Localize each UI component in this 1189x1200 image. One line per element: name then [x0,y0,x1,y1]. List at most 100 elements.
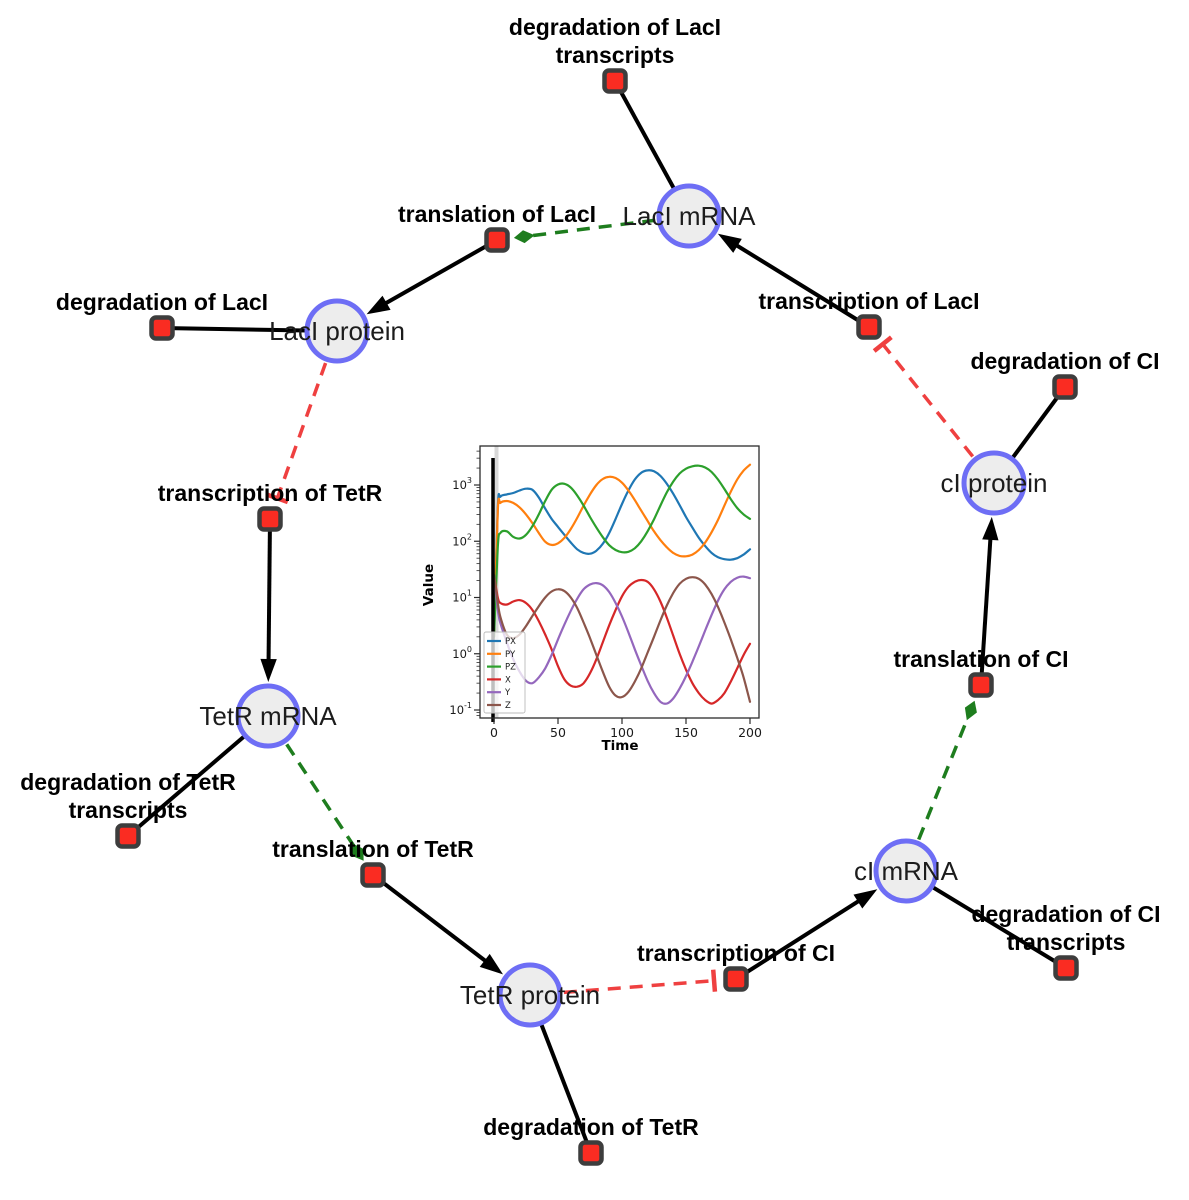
svg-text:50: 50 [550,725,566,740]
reaction-label-transcription_laci: transcription of LacI [758,288,979,314]
species-label-tetr_mrna: TetR mRNA [199,701,337,731]
edge-transcription_laci-laci_mrna-arrowhead [717,233,742,253]
reaction-node-deg_ci_transcripts[interactable] [1053,955,1079,981]
edge-translation_laci-laci_protein [379,238,498,309]
legend-label-PY: PY [505,650,516,660]
reaction-label-deg_tetr_transcripts: transcripts [69,797,188,823]
edge-transcription_ci-ci_mrna-arrowhead [853,889,878,909]
reaction-label-translation_tetr: translation of TetR [272,836,474,862]
reaction-node-translation_tetr[interactable] [360,862,386,888]
series-line-X [492,574,752,705]
reaction-label-deg_laci: degradation of LacI [56,289,268,315]
reaction-node-deg_tetr_transcripts[interactable] [115,823,141,849]
svg-text:101: 101 [452,589,472,605]
legend-label-Z: Z [505,701,511,711]
species-node-laci_mrna[interactable] [656,183,722,249]
axes-box [479,445,760,719]
reaction-node-translation_ci[interactable] [968,672,994,698]
edge-laci_mrna-translation_laci-arrowhead [513,230,535,244]
legend-label-PZ: PZ [505,663,516,673]
legend-item-PX: PX [487,637,516,647]
reaction-node-transcription_laci[interactable] [856,314,882,340]
edge-translation_laci-laci_protein-arrowhead [366,295,391,315]
edge-ci_mrna-translation_ci-arrowhead [964,700,977,721]
legend-item-X: X [487,675,511,685]
species-label-laci_protein: LacI protein [269,316,405,346]
labels-layer: degradation of LacItranscriptstranslatio… [20,14,1160,1140]
edge-tetr_mrna-translation_tetr-arrowhead [352,843,364,861]
x-axis-ticks: 0 50 100 150 200 [490,718,762,740]
reaction-label-deg_ci_transcripts: degradation of CI [971,901,1160,927]
edge-ci_mrna-translation_ci [917,716,970,841]
species-label-laci_mrna: LacI mRNA [623,201,757,231]
reaction-label-deg_laci_transcripts: degradation of LacI [509,14,721,40]
species-node-ci_mrna[interactable] [873,838,939,904]
legend-label-Y: Y [504,688,511,698]
series-line-PX [492,469,752,638]
edge-transcription_laci-laci_mrna [730,240,871,329]
series-line-Z [492,574,752,703]
nodes-layer [115,68,1079,1166]
reaction-node-deg_laci[interactable] [149,315,175,341]
edge-translation_ci-ci_protein-arrowhead [982,516,999,541]
legend-item-PY: PY [487,650,516,660]
series-line-PY [492,463,752,638]
series-line-PZ [492,464,752,638]
x-axis-label: Time [601,738,638,754]
edge-tetr_protein-transcription_ci-tee [710,969,718,992]
legend-item-Z: Z [487,701,511,711]
species-node-tetr_protein[interactable] [497,962,563,1028]
reaction-label-translation_laci: translation of LacI [398,201,596,227]
reaction-node-deg_tetr[interactable] [578,1140,604,1166]
edge-laci_protein-transcription_tetr-tee [266,492,289,505]
series-line-Y [492,574,752,705]
reaction-label-deg_ci: degradation of CI [970,348,1159,374]
reaction-label-transcription_ci: transcription of CI [637,940,835,966]
reaction-label-deg_tetr: degradation of TetR [483,1114,699,1140]
reaction-label-transcription_tetr: transcription of TetR [158,480,383,506]
species-node-ci_protein[interactable] [961,450,1027,516]
svg-text:100: 100 [610,725,634,740]
svg-text:10-1: 10-1 [449,701,472,717]
edge-tetr_protein-transcription_ci [563,978,715,995]
edge-translation_tetr-tetr_protein-arrowhead [479,953,503,975]
edge-transcription_tetr-tetr_mrna [266,518,272,667]
reaction-node-deg_laci_transcripts[interactable] [602,68,628,94]
reaction-label-deg_tetr_transcripts: degradation of TetR [20,769,236,795]
edge-translation_ci-ci_protein [979,532,993,686]
reaction-node-transcription_ci[interactable] [723,966,749,992]
edge-translation_tetr-tetr_protein [371,873,492,967]
edge-transcription_tetr-tetr_mrna-arrowhead [260,658,277,682]
plot-content: 0 50 100 150 200 10-1 100 101 102 103 [418,437,778,767]
reaction-label-deg_laci_transcripts: transcripts [556,42,675,68]
legend: PX PY PZ XYZ [483,631,526,714]
edge-ci_protein-transcription_laci [881,343,975,458]
edge-ci_protein-transcription_laci-tee [872,335,893,353]
legend-item-Y: Y [487,688,511,698]
reaction-label-deg_ci_transcripts: transcripts [1007,929,1126,955]
reaction-node-deg_ci[interactable] [1052,374,1078,400]
species-node-laci_protein[interactable] [304,298,370,364]
edge-transcription_ci-ci_mrna [734,896,865,981]
species-label-tetr_protein: TetR protein [460,980,600,1010]
species-label-ci_protein: cI protein [941,468,1048,498]
species-node-tetr_mrna[interactable] [235,683,301,749]
edge-tetr_mrna-translation_tetr [285,743,356,847]
legend-item-PZ: PZ [487,663,516,673]
svg-text:200: 200 [738,725,762,740]
species-label-ci_mrna: cI mRNA [854,856,959,886]
svg-text:103: 103 [452,476,472,492]
reaction-node-translation_laci[interactable] [484,227,510,253]
edge-laci_protein-transcription_tetr [275,362,328,499]
reaction-node-transcription_tetr[interactable] [257,506,283,532]
legend-label-PX: PX [505,637,516,647]
svg-text:102: 102 [452,532,472,548]
svg-text:0: 0 [490,725,498,740]
svg-text:100: 100 [452,645,472,661]
svg-text:150: 150 [674,725,698,740]
y-axis-ticks: 10-1 100 101 102 103 [449,450,480,717]
reaction-label-translation_ci: translation of CI [893,646,1068,672]
